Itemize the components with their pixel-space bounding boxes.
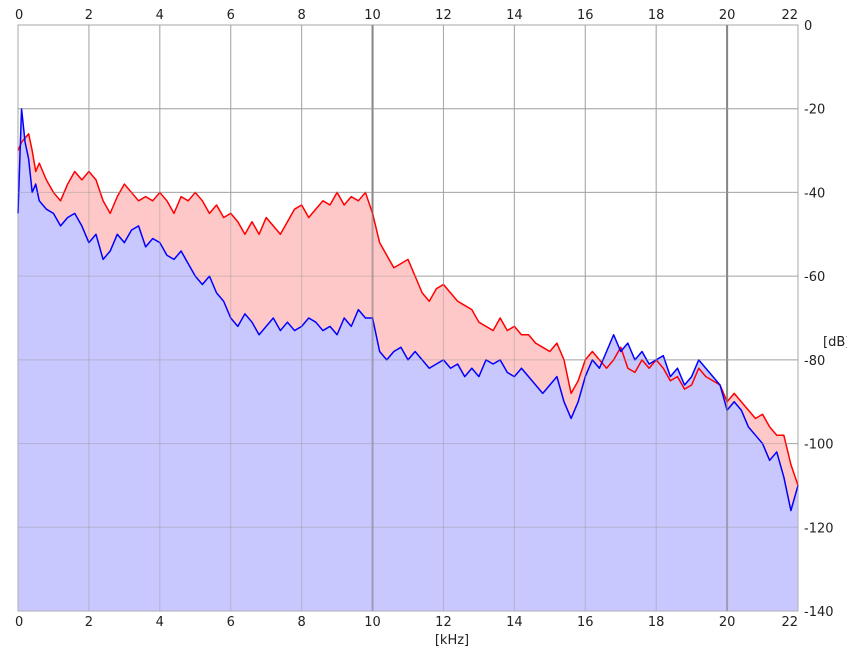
x-tick-label-bottom: 0	[15, 615, 23, 630]
series-layer	[17, 24, 799, 612]
x-tick-label-top: 8	[297, 8, 305, 23]
x-tick-label-top: 14	[506, 8, 523, 23]
y-tick-label: -140	[804, 605, 834, 620]
x-tick-label-top: 2	[85, 8, 93, 23]
x-tick-label-top: 0	[15, 8, 23, 23]
x-tick-label-bottom: 18	[648, 615, 665, 630]
y-tick-label: -100	[804, 438, 834, 453]
x-tick-label-top: 4	[156, 8, 164, 23]
x-tick-label-bottom: 22	[781, 615, 798, 630]
x-tick-label-bottom: 2	[85, 615, 93, 630]
x-tick-label-bottom: 14	[506, 615, 523, 630]
x-axis-label: [kHz]	[435, 633, 469, 648]
y-axis-label: [dB]	[823, 335, 847, 350]
y-tick-labels: 0 -20 -40 -60 -80 -100 -120 -140	[804, 19, 834, 620]
x-tick-label-top: 22	[781, 8, 798, 23]
x-tick-label-bottom: 6	[227, 615, 235, 630]
x-tick-label-bottom: 12	[435, 615, 452, 630]
x-tick-label-bottom: 10	[364, 615, 381, 630]
x-tick-label-top: 16	[577, 8, 594, 23]
y-tick-label: -60	[804, 270, 825, 285]
series-2-line	[17, 107, 799, 512]
x-tick-label-bottom: 4	[156, 615, 164, 630]
x-tick-labels-top: 0 2 4 6 8 10 12 14 16 18 20 22	[15, 8, 798, 23]
y-tick-label: 0	[804, 19, 812, 34]
x-tick-label-top: 18	[648, 8, 665, 23]
y-tick-label: -20	[804, 103, 825, 118]
x-tick-label-top: 20	[719, 8, 736, 23]
y-tick-label: -80	[804, 354, 825, 369]
x-tick-label-bottom: 8	[297, 615, 305, 630]
series-1-line	[17, 133, 799, 486]
x-tick-label-bottom: 20	[719, 615, 736, 630]
x-tick-labels-bottom: 0 2 4 6 8 10 12 14 16 18 20 22	[15, 615, 798, 630]
x-tick-label-top: 6	[227, 8, 235, 23]
x-tick-label-top: 12	[435, 8, 452, 23]
x-tick-label-top: 10	[364, 8, 381, 23]
y-tick-label: -40	[804, 186, 825, 201]
series-2-area	[18, 108, 798, 612]
y-tick-label: -120	[804, 521, 834, 536]
x-tick-label-bottom: 16	[577, 615, 594, 630]
